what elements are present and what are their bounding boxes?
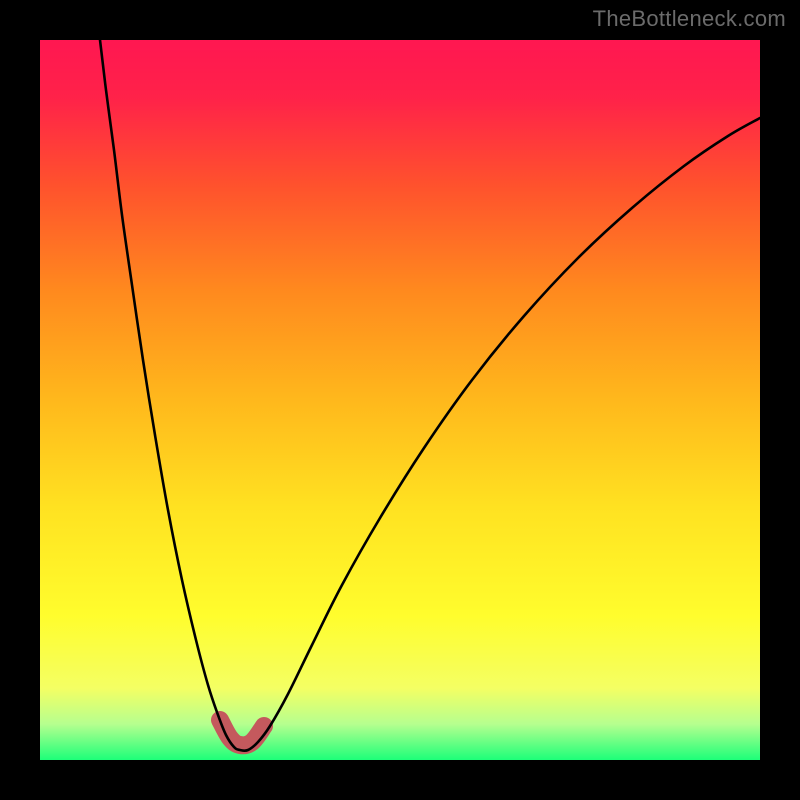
bottleneck-curve-chart (40, 40, 760, 760)
plot-area (40, 40, 760, 760)
branding-label: TheBottleneck.com (593, 6, 786, 32)
chart-container: TheBottleneck.com (0, 0, 800, 800)
